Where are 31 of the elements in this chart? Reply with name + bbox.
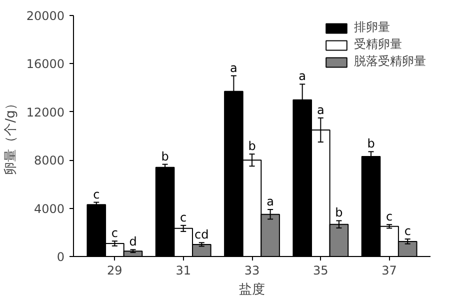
x-tick-label: 29: [107, 264, 122, 278]
data-label: a: [230, 60, 238, 75]
y-axis-title: 卵量（个/g）: [3, 97, 18, 175]
data-label: cd: [194, 228, 209, 242]
legend-label: 排卵量: [354, 19, 390, 36]
y-tick-label: 4000: [34, 202, 65, 216]
data-label: b: [335, 206, 343, 220]
data-label: b: [367, 136, 375, 151]
legend-label: 脱落受精卵量: [354, 53, 426, 70]
data-label: c: [180, 210, 187, 224]
x-axis-title: 盐度: [239, 282, 265, 298]
data-label: c: [93, 187, 100, 202]
x-tick-label: 31: [176, 264, 191, 278]
data-label: b: [161, 149, 169, 164]
data-label: a: [266, 194, 274, 209]
x-tick-label: 33: [244, 264, 260, 278]
data-label: c: [111, 226, 118, 240]
x-tick-label: 37: [382, 264, 397, 278]
legend-label: 受精卵量: [354, 36, 402, 53]
y-tick-label: 20000: [26, 9, 65, 23]
y-tick-label: 12000: [26, 105, 65, 120]
data-label: b: [248, 139, 256, 154]
data-label: a: [298, 69, 306, 84]
y-tick-label: 0: [56, 250, 65, 264]
data-label: c: [404, 224, 411, 238]
data-label: d: [129, 234, 137, 249]
x-tick-label: 35: [313, 264, 328, 278]
y-tick-label: 16000: [26, 57, 65, 72]
data-label: a: [316, 102, 324, 117]
data-label: c: [386, 210, 393, 224]
y-tick-label: 8000: [34, 154, 65, 168]
